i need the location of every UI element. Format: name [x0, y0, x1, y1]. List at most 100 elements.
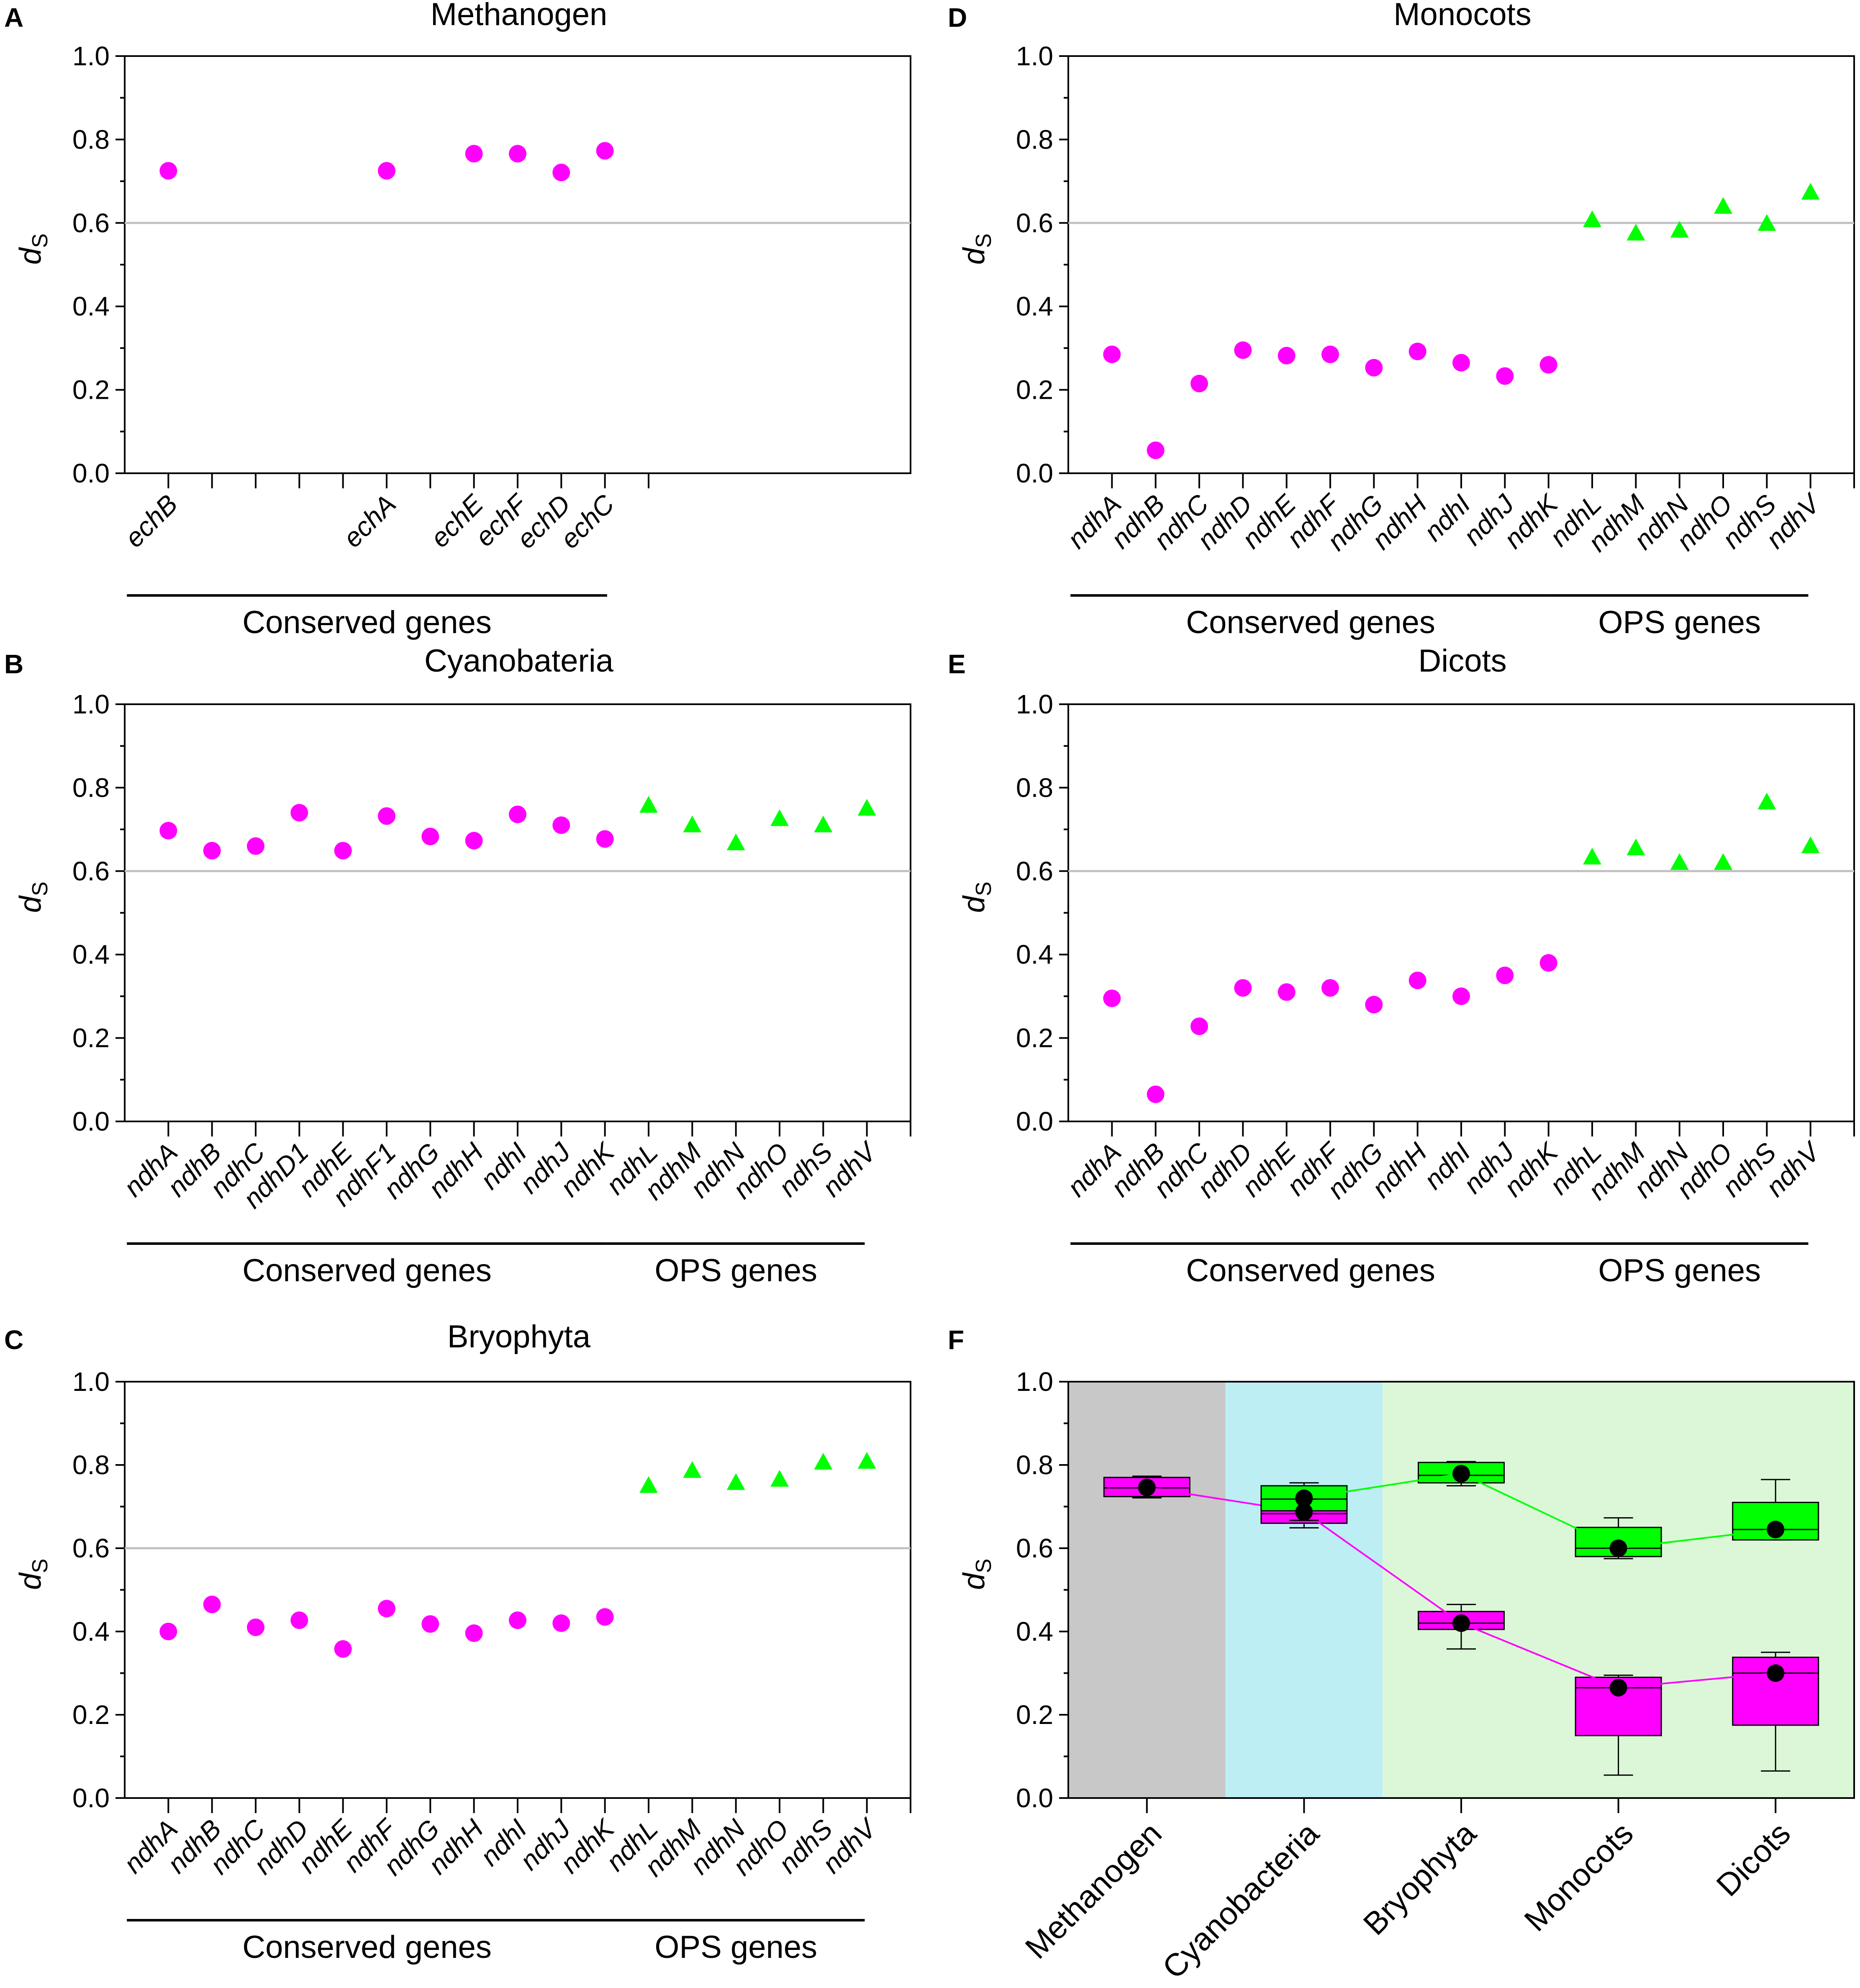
data-point	[1714, 197, 1732, 214]
group-label: Conserved genes	[242, 1253, 492, 1288]
y-tick-label: 0.0	[1016, 1106, 1053, 1136]
panel-d: D Monocots 0.00.20.40.60.81.0dSndhAndhBn…	[948, 0, 1855, 640]
y-axis-label-subscript: S	[28, 233, 52, 248]
data-point	[1583, 210, 1601, 227]
y-tick-label: 0.4	[1016, 291, 1053, 321]
data-point	[378, 162, 395, 180]
y-tick-label: 0.6	[1016, 208, 1053, 238]
data-point	[683, 816, 702, 833]
group-label: Conserved genes	[1186, 1253, 1435, 1288]
data-point	[1408, 342, 1426, 360]
group-label: Conserved genes	[242, 1929, 492, 1965]
mean-marker	[1767, 1521, 1785, 1539]
y-tick-label: 0.8	[72, 772, 110, 803]
panel-title: Methanogen	[431, 0, 608, 32]
mean-marker	[1295, 1489, 1313, 1507]
data-point	[1365, 359, 1383, 377]
y-axis-label: d	[14, 247, 47, 265]
group-label: OPS genes	[1598, 1253, 1761, 1288]
data-point	[1539, 356, 1557, 374]
y-axis-label-subscript: S	[972, 1559, 996, 1573]
panel-letter: E	[948, 649, 966, 679]
group-label: Conserved genes	[1186, 605, 1435, 640]
data-point	[290, 1611, 308, 1629]
y-tick-label: 0.2	[72, 375, 110, 405]
y-tick-label: 0.2	[1016, 1023, 1053, 1053]
data-point	[552, 816, 570, 834]
data-point	[1190, 1017, 1208, 1035]
data-point	[203, 1596, 221, 1613]
y-tick-label: 0.0	[72, 1783, 110, 1813]
y-tick-label: 0.0	[72, 1106, 110, 1136]
y-tick-label: 0.0	[72, 458, 110, 488]
mean-marker	[1452, 1465, 1470, 1483]
data-point	[1278, 346, 1296, 364]
panel-letter: B	[4, 649, 23, 679]
data-point	[378, 807, 395, 825]
background-band	[1225, 1382, 1383, 1798]
data-point	[1234, 979, 1252, 997]
data-point	[552, 164, 570, 182]
background-band	[1068, 1382, 1226, 1798]
y-tick-label: 0.2	[72, 1700, 110, 1730]
data-point	[465, 145, 483, 163]
data-point	[1103, 989, 1121, 1007]
y-tick-label: 0.8	[72, 124, 110, 154]
y-axis-label: d	[957, 895, 991, 913]
data-point	[857, 1452, 876, 1469]
y-tick-label: 0.8	[72, 1450, 110, 1480]
data-point	[1583, 847, 1601, 864]
y-tick-label: 0.4	[1016, 939, 1053, 970]
mean-marker	[1452, 1614, 1470, 1632]
y-axis-label-subscript: S	[28, 1559, 52, 1573]
data-point	[1452, 354, 1470, 372]
group-label: OPS genes	[1598, 605, 1761, 640]
group-label: OPS genes	[654, 1929, 817, 1965]
data-point	[247, 1619, 264, 1637]
panel-title: Dicots	[1418, 643, 1506, 679]
data-point	[683, 1461, 702, 1478]
panel-title: Cyanobateria	[424, 643, 614, 679]
panel-f: F 0.00.20.40.60.81.0dSMethanogenCyanobac…	[948, 1325, 1855, 1986]
data-point	[1147, 1085, 1165, 1103]
y-axis-label-subscript: S	[28, 882, 52, 896]
data-point	[596, 1608, 614, 1626]
data-point	[465, 1624, 483, 1642]
data-point	[552, 1614, 570, 1632]
data-point	[465, 832, 483, 850]
data-point	[1452, 987, 1470, 1005]
group-label: Conserved genes	[242, 605, 492, 640]
data-point	[596, 830, 614, 848]
data-point	[596, 142, 614, 160]
y-tick-label: 1.0	[72, 689, 110, 719]
y-axis-label-subscript: S	[972, 233, 996, 248]
y-tick-label: 1.0	[1016, 41, 1053, 71]
y-axis-label: d	[957, 1572, 991, 1590]
data-point	[1365, 995, 1383, 1013]
data-point	[334, 841, 352, 859]
y-axis-label-subscript: S	[972, 882, 996, 896]
panel-letter: F	[948, 1325, 964, 1355]
mean-marker	[1138, 1478, 1156, 1496]
data-point	[1801, 836, 1820, 853]
y-tick-label: 0.0	[1016, 458, 1053, 488]
y-tick-label: 0.2	[1016, 375, 1053, 405]
data-point	[1801, 183, 1820, 200]
y-tick-label: 0.2	[1016, 1700, 1053, 1730]
data-point	[203, 841, 221, 859]
data-point	[421, 828, 439, 846]
mean-marker	[1295, 1503, 1313, 1521]
y-tick-label: 1.0	[1016, 689, 1053, 719]
panel-title: Bryophyta	[447, 1319, 591, 1354]
data-point	[159, 1623, 177, 1640]
y-tick-label: 1.0	[72, 41, 110, 71]
data-point	[1670, 221, 1689, 238]
y-axis-label: d	[14, 895, 47, 913]
data-point	[1496, 367, 1514, 385]
data-point	[1757, 793, 1776, 810]
data-point	[1321, 979, 1339, 997]
y-tick-label: 0.4	[72, 1616, 110, 1647]
y-axis-label: d	[957, 247, 991, 265]
data-point	[1190, 375, 1208, 392]
data-point	[1103, 345, 1121, 363]
